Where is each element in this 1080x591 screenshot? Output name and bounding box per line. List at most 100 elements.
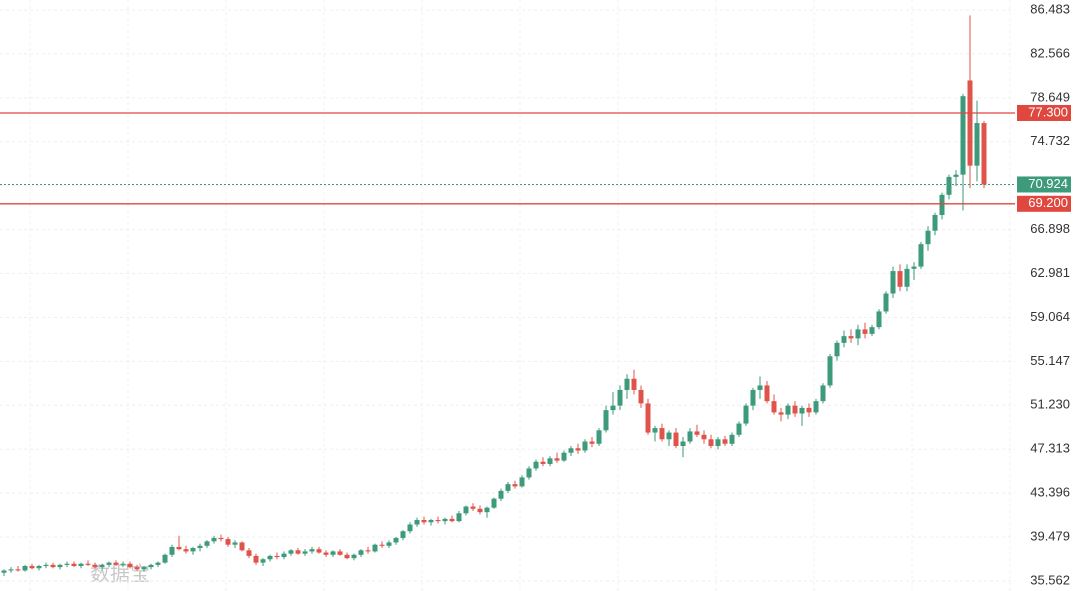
candle-body: [960, 96, 966, 175]
candle-body: [806, 407, 812, 413]
candle-body: [848, 336, 854, 339]
candle-body: [379, 544, 385, 546]
candle-body: [50, 564, 56, 568]
candle-body: [561, 452, 567, 461]
candle-body: [477, 508, 483, 513]
candle-body: [526, 468, 532, 478]
candle-body: [680, 441, 686, 447]
candle-body: [834, 342, 840, 357]
candle-body: [925, 230, 931, 245]
candle-body: [414, 520, 420, 525]
vertical-grid: [29, 0, 1011, 591]
candle-body: [239, 542, 245, 551]
y-tick-label: 66.898: [1030, 221, 1070, 236]
candle-body: [22, 565, 28, 571]
candle-body: [64, 563, 70, 565]
candle-body: [71, 563, 77, 566]
candle-body: [932, 215, 938, 231]
candle-body: [274, 555, 280, 558]
candle-body: [701, 434, 707, 440]
candle-body: [253, 555, 259, 563]
candle-body: [883, 293, 889, 312]
candle-body: [869, 327, 875, 334]
candle-body: [316, 549, 322, 553]
candle-body: [750, 389, 756, 406]
candle-body: [351, 554, 357, 559]
candle-body: [491, 498, 497, 508]
y-tick-label: 51.230: [1030, 397, 1070, 412]
candle-body: [176, 546, 182, 550]
candle-body: [169, 546, 175, 555]
candle-body: [407, 524, 413, 532]
candle-body: [365, 550, 371, 552]
candle-body: [862, 329, 868, 334]
candle-body: [967, 80, 973, 166]
candle-body: [638, 389, 644, 404]
candle-body: [99, 564, 105, 568]
candle-body: [918, 244, 924, 267]
candle-body: [666, 432, 672, 440]
candle-body: [589, 441, 595, 444]
candle-body: [15, 569, 21, 571]
candle-body: [288, 550, 294, 554]
candle-body: [106, 562, 112, 565]
candle-body: [855, 329, 861, 339]
candle-body: [8, 569, 14, 571]
candle-body: [792, 405, 798, 414]
candle-body: [533, 461, 539, 469]
candle-body: [617, 389, 623, 406]
candle-body: [568, 448, 574, 453]
price-label-box: [1017, 104, 1071, 121]
candle-body: [897, 271, 903, 287]
candle-body: [358, 550, 364, 555]
candle-body: [463, 506, 469, 514]
candle-body: [778, 412, 784, 415]
candle-body: [554, 458, 560, 461]
candle-body: [204, 541, 210, 546]
candle-body: [148, 564, 154, 568]
price-label: 69.200: [1028, 195, 1068, 210]
candle-body: [715, 439, 721, 447]
price-label-box: [1017, 195, 1071, 212]
candle-body: [218, 537, 224, 540]
candle-body: [687, 431, 693, 442]
candle-body: [113, 562, 119, 565]
candle-body: [673, 432, 679, 447]
candle-body: [610, 405, 616, 411]
candle-body: [470, 506, 476, 509]
y-tick-label: 59.064: [1030, 309, 1070, 324]
candle-body: [78, 563, 84, 566]
candle-body: [904, 268, 910, 287]
candle-body: [57, 564, 63, 568]
y-tick-label: 82.566: [1030, 45, 1070, 60]
candle-body: [442, 518, 448, 522]
candle-body: [603, 410, 609, 431]
candle-body: [694, 431, 700, 435]
candle-body: [946, 176, 952, 195]
candle-body: [939, 194, 945, 216]
candle-body: [890, 271, 896, 294]
candle-body: [393, 537, 399, 543]
candle-body: [841, 336, 847, 343]
candle-body: [484, 507, 490, 513]
candle-body: [197, 545, 203, 549]
candle-body: [785, 405, 791, 415]
candle-body: [771, 401, 777, 413]
candle-body: [295, 550, 301, 554]
candle-body: [211, 537, 217, 542]
candle-body: [974, 123, 980, 166]
candle-body: [120, 563, 126, 565]
candle-body: [575, 448, 581, 451]
price-label: 77.300: [1028, 104, 1068, 119]
candle-body: [820, 385, 826, 402]
watermark: 数据宝: [90, 562, 150, 585]
y-tick-label: 62.981: [1030, 265, 1070, 280]
candle-body: [631, 378, 637, 390]
candle-body: [281, 553, 287, 558]
candle-body: [876, 311, 882, 328]
candle-body: [421, 520, 427, 523]
y-tick-label: 74.732: [1030, 133, 1070, 148]
candle-body: [337, 551, 343, 555]
candle-body: [645, 403, 651, 433]
